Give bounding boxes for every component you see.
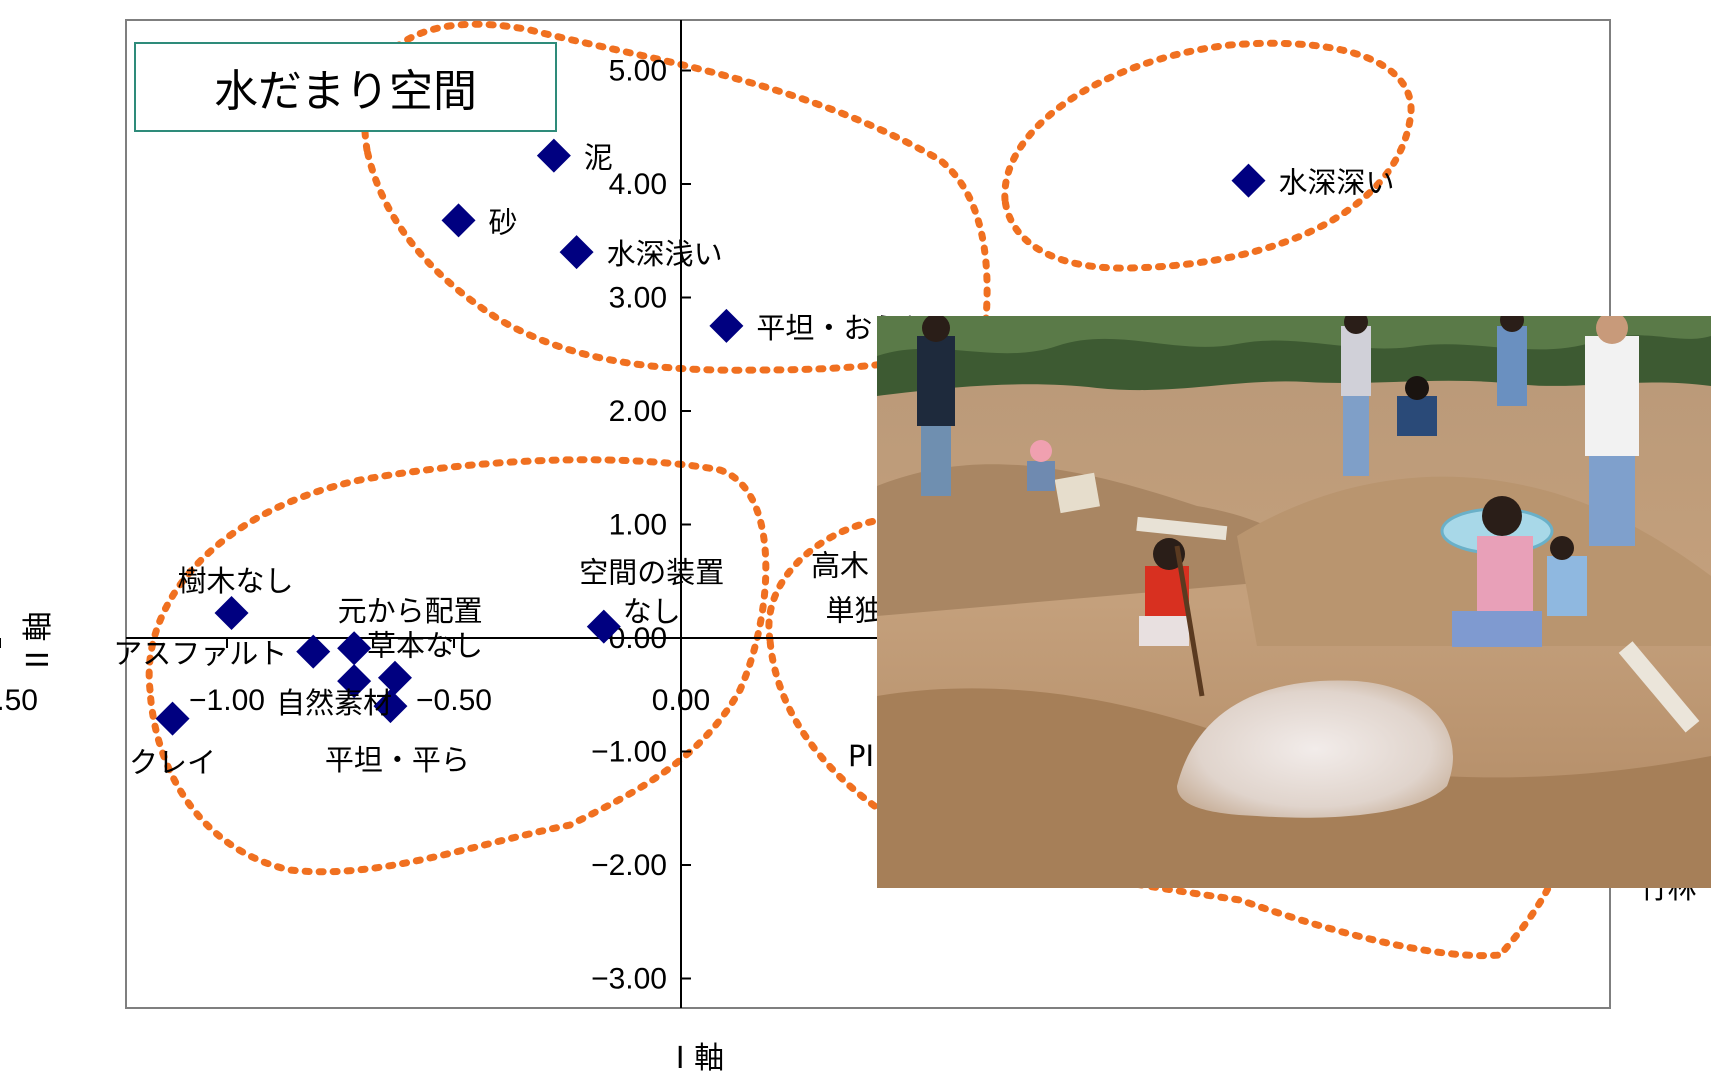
point-label: 空間の装置 [579,556,724,590]
chart-title: 水だまり空間 [134,42,557,132]
y-tick-label: 3.00 [609,282,667,315]
point-label: 水深浅い [607,237,723,271]
point-label: 草本なし [367,629,483,663]
point-label: PI [848,739,874,773]
y-ticks: 5.004.003.002.001.000.00−1.00−2.00−3.00 [591,55,691,996]
point-label: アスファルト [113,637,287,671]
point-label: 自然素材 [276,686,392,720]
data-point-marker [296,634,331,669]
y-axis-label: II 軸 [21,611,56,668]
data-point-marker [337,631,372,666]
y-tick-label: 5.00 [609,55,667,88]
children-digging-puddle-photo [877,316,1711,888]
x-tick-label: −0.50 [416,684,492,717]
data-point-marker [1231,163,1266,198]
data-point-marker [337,664,372,699]
x-axis-label: I 軸 [676,1041,724,1076]
point-label: 単独 [826,593,884,627]
data-point-marker [559,235,594,270]
y-tick-label: −3.00 [591,963,667,996]
cluster-outline-bottom-left [145,456,770,876]
point-label: クレイ [129,746,216,780]
data-point-marker [373,689,408,724]
data-point-marker [586,609,621,644]
puddle-photo [877,316,1711,888]
data-point-marker [441,203,476,238]
point-label: 泥 [584,141,613,175]
data-point-marker [536,138,571,173]
y-tick-label: −2.00 [591,849,667,882]
point-label: なし [623,595,681,629]
point-label: 砂 [489,205,518,239]
data-point-marker [377,660,412,695]
x-tick-label: 0.00 [652,684,710,717]
y-tick-label: 2.00 [609,395,667,428]
point-label: 水深深い [1279,166,1395,200]
x-tick-label: −1.00 [189,684,265,717]
point-label: 平坦・平ら [325,743,470,777]
point-label: 元から配置 [338,594,483,628]
y-tick-label: −1.00 [591,736,667,769]
x-tick-label: −1.50 [0,684,38,717]
point-label: 樹木なし [178,564,294,598]
data-point-marker [709,308,744,343]
y-tick-label: 1.00 [609,509,667,542]
y-tick-label: 4.00 [609,168,667,201]
data-point-marker [214,596,249,631]
data-point-marker [155,701,190,736]
cluster-outline-top-right [1001,39,1415,272]
cluster-outline-bottom-right [765,516,1569,960]
